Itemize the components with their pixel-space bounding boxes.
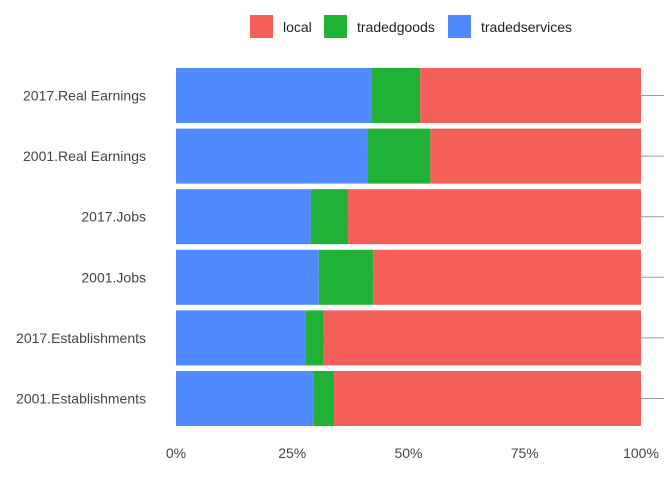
category-label: 2001.Establishments [16,391,146,407]
category-labels: 2017.Real Earnings 2001.Real Earnings 2017… [16,88,146,407]
bar-local [430,128,641,184]
bar-tradedgoods [371,68,421,123]
legend-swatch-local [250,15,273,38]
bar-local [323,310,641,366]
bar-local [420,68,641,123]
bar-tradedgoods [318,249,374,305]
x-axis-ticks: 0% 25% 50% 75% 100% [166,445,659,461]
bar-tradedservices [176,128,368,184]
x-tick-label: 25% [278,445,306,461]
x-tick-label: 50% [394,445,422,461]
x-tick-label: 75% [511,445,539,461]
bar-tradedgoods [305,310,324,366]
legend: local tradedgoods tradedservices [250,15,572,38]
category-label: 2017.Real Earnings [23,88,146,104]
legend-swatch-tradedservices [448,15,471,38]
bar-local [373,249,641,305]
category-label: 2001.Real Earnings [23,148,146,164]
bar-tradedservices [176,189,311,245]
x-tick-label: 0% [166,445,186,461]
category-label: 2017.Jobs [81,209,146,225]
bar-tradedgoods [310,189,349,245]
bar-local [348,189,641,245]
bar-tradedgoods [367,128,431,184]
legend-label-tradedgoods: tradedgoods [357,19,435,35]
x-tick-label: 100% [623,445,659,461]
bar-tradedgoods [313,371,335,426]
category-label: 2017.Establishments [16,330,146,346]
legend-label-local: local [283,19,312,35]
bar-tradedservices [176,249,319,305]
bar-tradedservices [176,310,306,366]
bar-tradedservices [176,371,314,426]
legend-swatch-tradedgoods [324,15,347,38]
bars [176,68,641,426]
bar-local [334,371,641,426]
category-label: 2001.Jobs [81,269,146,285]
bar-tradedservices [176,68,372,123]
legend-label-tradedservices: tradedservices [481,19,572,35]
